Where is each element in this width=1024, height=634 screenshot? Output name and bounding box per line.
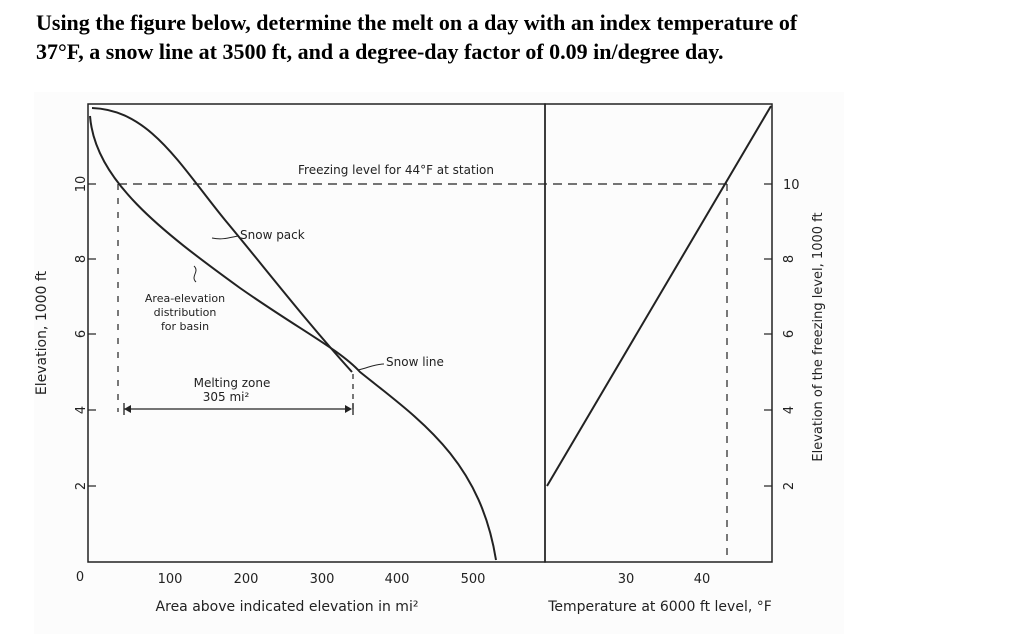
question-text: Using the figure below, determine the me… xyxy=(36,8,996,66)
right-x-tick-30: 30 xyxy=(618,572,635,587)
left-x-tick-200: 200 xyxy=(234,572,259,587)
area-elevation-pointer xyxy=(193,265,197,283)
right-y-axis-label: Elevation of the freezing level, 1000 ft xyxy=(811,212,826,461)
left-x-tick-100: 100 xyxy=(158,572,183,587)
question-line-1: Using the figure below, determine the me… xyxy=(36,10,798,35)
area-elevation-label-line1: Area-elevation xyxy=(145,292,225,305)
melting-zone-label-line1: Melting zone xyxy=(194,376,271,390)
right-y-tick-8: 8 xyxy=(782,255,797,263)
left-x-axis-label: Area above indicated elevation in mi² xyxy=(156,599,419,615)
area-elevation-label-line2: distribution xyxy=(154,306,217,319)
left-x-tick-300: 300 xyxy=(310,572,335,587)
melting-zone-arrow-left-head xyxy=(124,405,131,413)
left-y-axis-label: Elevation, 1000 ft xyxy=(34,270,50,395)
right-x-axis-label: Temperature at 6000 ft level, °F xyxy=(547,599,772,615)
left-y-tick-6: 6 xyxy=(74,330,89,338)
snow-pack-pointer xyxy=(211,235,239,240)
figure-background xyxy=(34,92,844,634)
left-y-tick-2: 2 xyxy=(74,482,89,490)
melting-zone-label-line2: 305 mi² xyxy=(203,390,250,404)
left-y-tick-10: 10 xyxy=(74,176,89,193)
right-y-ticks xyxy=(764,183,772,487)
question-line-2: 37°F, a snow line at 3500 ft, and a degr… xyxy=(36,39,724,64)
left-y-tick-8: 8 xyxy=(74,255,89,263)
right-x-tick-40: 40 xyxy=(694,572,711,587)
snow-pack-curve xyxy=(91,107,353,373)
left-y-tick-4: 4 xyxy=(74,406,89,414)
right-y-tick-2: 2 xyxy=(782,482,797,490)
left-y-ticks xyxy=(88,183,96,487)
snow-pack-label: Snow pack xyxy=(240,228,305,242)
melting-zone-arrow-right-head xyxy=(345,405,352,413)
right-y-tick-6: 6 xyxy=(782,330,797,338)
left-y-tick-0: 0 xyxy=(76,570,84,585)
right-y-tick-10: 10 xyxy=(783,178,800,193)
snow-line-pointer xyxy=(357,363,385,371)
snow-line-label: Snow line xyxy=(386,355,444,369)
area-elevation-curve xyxy=(89,115,497,561)
freezing-level-temperature-line xyxy=(546,105,772,487)
right-y-tick-4: 4 xyxy=(782,406,797,414)
freezing-level-label: Freezing level for 44°F at station xyxy=(298,163,494,177)
right-panel-frame xyxy=(544,103,773,563)
area-elevation-label-line3: for basin xyxy=(161,320,209,333)
left-x-tick-400: 400 xyxy=(385,572,410,587)
left-x-tick-500: 500 xyxy=(461,572,486,587)
